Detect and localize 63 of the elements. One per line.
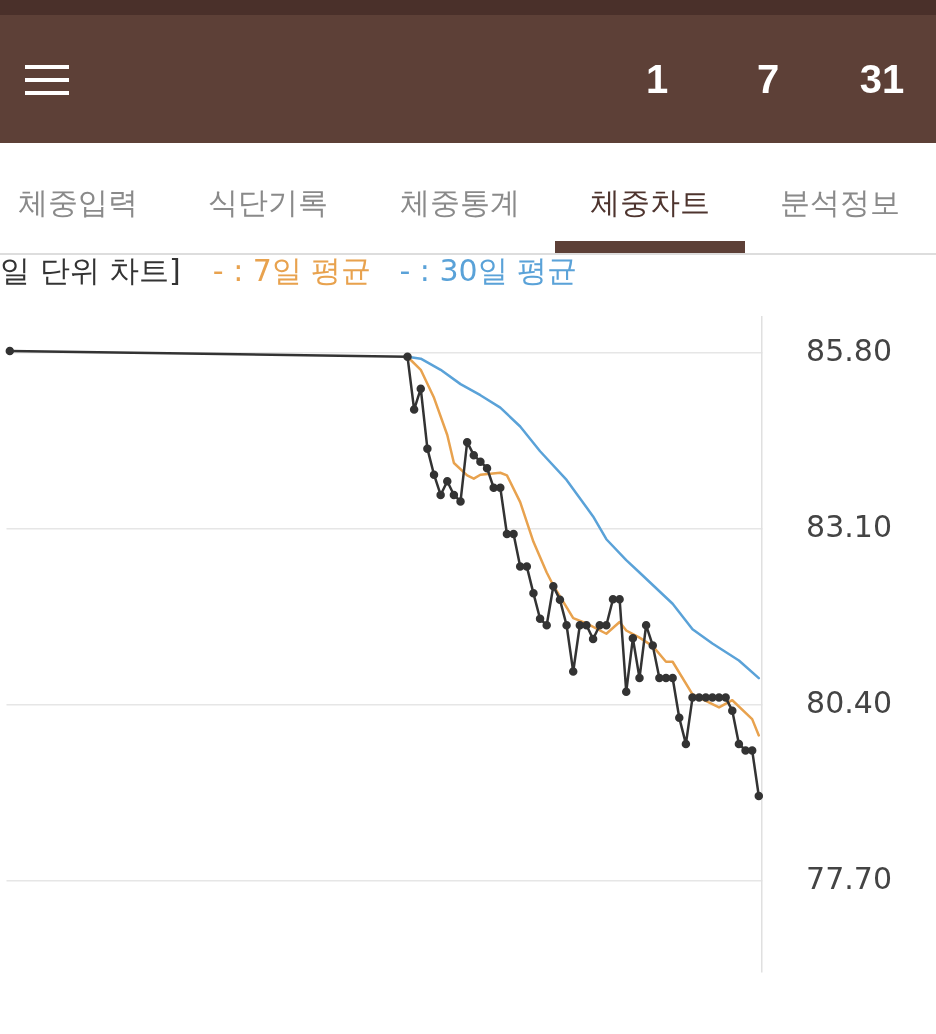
point <box>456 497 465 506</box>
text: 식단기록 <box>207 184 329 222</box>
chart-title: 일 단위 차트] <box>0 252 181 288</box>
point <box>476 457 485 466</box>
point <box>462 437 472 447</box>
point <box>648 641 657 650</box>
point <box>5 346 15 356</box>
point <box>741 746 750 755</box>
point <box>734 739 744 749</box>
point <box>529 589 538 598</box>
y-tick-label: 80.40 <box>806 684 893 720</box>
point <box>535 614 545 624</box>
point <box>721 693 730 702</box>
point <box>568 667 578 676</box>
point <box>681 739 691 749</box>
point <box>635 673 644 683</box>
point <box>429 470 439 479</box>
point <box>588 634 598 644</box>
point <box>621 687 631 696</box>
point <box>555 595 565 605</box>
text: 체중입력 <box>17 184 139 222</box>
point <box>443 476 452 486</box>
y-tick-label: 85.80 <box>806 332 893 368</box>
point <box>714 693 724 702</box>
text: 31 <box>858 56 906 103</box>
point <box>668 673 677 683</box>
text: - : 30일 평균 <box>399 252 578 288</box>
point <box>515 562 525 571</box>
text: 체중통계 <box>399 184 521 222</box>
point <box>409 405 419 414</box>
point <box>542 621 551 630</box>
y-tick-label: 77.70 <box>806 860 893 896</box>
point <box>615 594 624 604</box>
point <box>436 490 445 500</box>
text: 1 <box>644 56 670 103</box>
point <box>675 713 684 723</box>
point <box>641 621 651 630</box>
point <box>582 621 591 630</box>
point <box>509 529 518 539</box>
point <box>549 581 558 591</box>
point <box>708 693 717 702</box>
text: 분석정보 <box>779 184 901 222</box>
text: 7 <box>755 56 781 103</box>
point <box>754 791 764 801</box>
point <box>522 562 532 571</box>
point <box>688 693 697 702</box>
text: - : 7일 평균 <box>212 252 372 288</box>
point <box>602 621 611 630</box>
point <box>449 490 459 500</box>
point <box>562 621 571 630</box>
point <box>423 444 432 453</box>
point <box>655 673 664 683</box>
text: 체중차트 <box>589 184 711 222</box>
point <box>728 706 737 715</box>
point <box>416 384 426 393</box>
point <box>489 483 498 493</box>
point <box>482 463 492 473</box>
y-tick-label: 83.10 <box>806 508 893 544</box>
point <box>608 594 618 604</box>
point <box>628 634 638 643</box>
point <box>469 450 479 460</box>
point <box>496 483 505 493</box>
point <box>403 352 412 362</box>
